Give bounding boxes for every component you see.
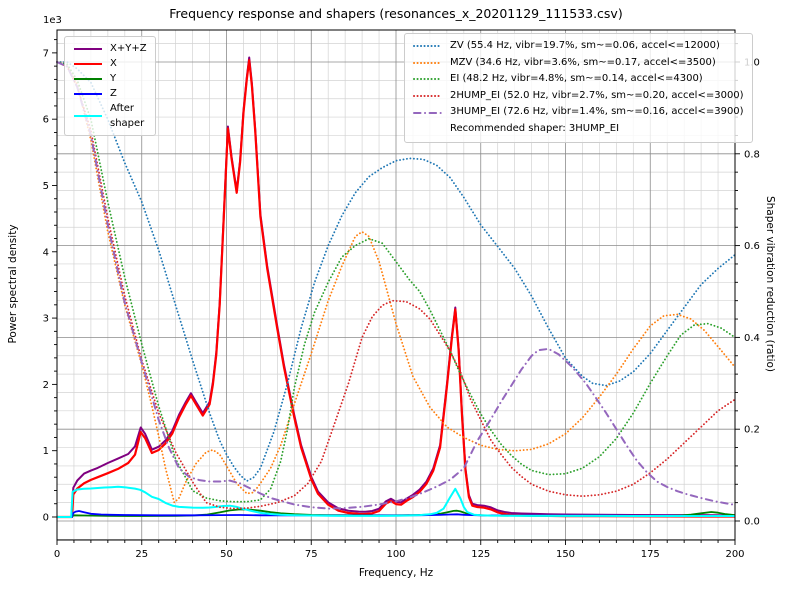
legend-line-swatch — [74, 92, 102, 95]
dotted-line-swatch — [413, 61, 443, 64]
legend-item-2hump-ei: 2HUMP_EI (52.0 Hz, vibr=2.7%, sm~=0.20, … — [413, 88, 744, 105]
legend-item-label: 3HUMP_EI (72.6 Hz, vibr=1.4%, sm~=0.16, … — [450, 106, 744, 118]
right-y-tick-label: 0.2 — [744, 425, 760, 436]
left-y-tick-label: 1 — [43, 446, 49, 457]
legend-line-swatch — [74, 47, 102, 50]
right-y-tick-label: 0.4 — [744, 333, 760, 344]
series-line-ei — [56, 61, 736, 503]
legend-item-label: Y — [110, 73, 117, 84]
x-tick-label: 100 — [386, 549, 405, 560]
legend-line-swatch — [74, 115, 102, 117]
left-y-tick-label: 0 — [43, 512, 49, 523]
legend-item-z: Z — [73, 86, 147, 101]
legend-item-y: Y — [73, 71, 147, 86]
series-line-2hump-ei — [56, 61, 736, 510]
legend-item-label: MZV (34.6 Hz, vibr=3.6%, sm~=0.17, accel… — [450, 56, 716, 68]
right-y-tick-label: 0.8 — [744, 149, 760, 160]
x-tick-label: 200 — [725, 549, 744, 560]
legend-item-label: X — [110, 58, 117, 69]
recommended-shaper-note: Recommended shaper: 3HUMP_EI — [450, 122, 620, 134]
x-tick-label: 25 — [135, 549, 148, 560]
x-tick-label: 150 — [556, 549, 575, 560]
left-y-axis-label: Power spectral density — [7, 224, 19, 344]
left-y-tick-label: 3 — [43, 314, 49, 325]
legend-item-x-y-z: X+Y+Z — [73, 41, 147, 56]
right-y-tick-label: 0.6 — [744, 241, 760, 252]
series-line-after-shaper — [57, 485, 735, 518]
x-tick-label: 125 — [471, 549, 490, 560]
left-y-tick-label: 6 — [43, 115, 49, 126]
left-y-tick-label: 2 — [43, 380, 49, 391]
legend-item-label: Z — [110, 88, 117, 99]
legend-item-label: EI (48.2 Hz, vibr=4.8%, sm~=0.14, accel<… — [450, 73, 703, 85]
legend-item-label: 2HUMP_EI (52.0 Hz, vibr=2.7%, sm~=0.20, … — [450, 89, 744, 101]
x-tick-label: 175 — [641, 549, 660, 560]
chart-title: Frequency response and shapers (resonanc… — [169, 6, 623, 21]
legend-item-label: After shaper — [110, 103, 145, 129]
series-line-mzv — [56, 61, 736, 504]
legend-item-zv: ZV (55.4 Hz, vibr=19.7%, sm~=0.06, accel… — [413, 38, 744, 55]
legend-line-swatch — [74, 77, 102, 80]
legend-item-x: X — [73, 56, 147, 71]
dotted-line-swatch — [413, 78, 443, 81]
series-line-x — [57, 59, 735, 519]
x-tick-label: 0 — [54, 549, 60, 560]
dotted-line-swatch — [413, 95, 443, 98]
x-tick-label: 50 — [220, 549, 233, 560]
dotted-line-swatch — [413, 45, 443, 48]
legend-item-label: ZV (55.4 Hz, vibr=19.7%, sm~=0.06, accel… — [450, 40, 720, 51]
legend-item-mzv: MZV (34.6 Hz, vibr=3.6%, sm~=0.17, accel… — [413, 55, 744, 72]
legend-line-swatch — [74, 62, 102, 65]
legend-item-after-shaper: After shaper — [73, 101, 147, 131]
legend-item-3hump-ei: 3HUMP_EI (72.6 Hz, vibr=1.4%, sm~=0.16, … — [413, 104, 744, 121]
legend-item-ei: EI (48.2 Hz, vibr=4.8%, sm~=0.14, accel<… — [413, 71, 744, 88]
left-y-tick-label: 7 — [43, 48, 49, 59]
right-y-axis-label: Shaper vibration reduction (ratio) — [764, 195, 776, 373]
dashdot-line-swatch — [413, 111, 443, 114]
psd-legend: X+Y+Z X Y Z After shaper — [64, 36, 156, 136]
left-y-tick-label: 4 — [43, 247, 49, 258]
x-tick-label: 75 — [305, 549, 318, 560]
x-axis-label: Frequency, Hz — [358, 567, 434, 579]
series-line-zv — [56, 61, 736, 483]
left-y-tick-label: 5 — [43, 181, 49, 192]
series-line-3hump-ei — [56, 61, 736, 510]
right-y-tick-label: 0.0 — [744, 516, 760, 527]
y-axis-offset-label: 1e3 — [43, 15, 62, 26]
legend-item-label: X+Y+Z — [110, 43, 147, 54]
shaper-legend: ZV (55.4 Hz, vibr=19.7%, sm~=0.06, accel… — [404, 33, 753, 143]
